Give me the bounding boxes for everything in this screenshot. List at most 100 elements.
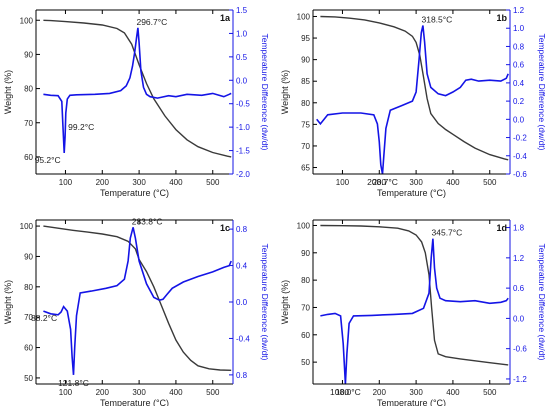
y-left-tick-label: 90 bbox=[24, 50, 33, 59]
x-tick-label: 300 bbox=[132, 388, 146, 397]
chart-panel-1d: 100 200 300 400 500 50 60 70 80 90 100 -1.2 -0.6 0.0 0… bbox=[280, 219, 547, 406]
x-tick-label: 500 bbox=[206, 388, 220, 397]
chart-panel-1b: 100 200 300 400 500 65 70 75 80 85 90 95 100 -0.6 -0.4… bbox=[280, 6, 547, 198]
y-left-tick-label: 90 bbox=[301, 56, 310, 65]
y-right-axis-title: Temperature Difference (dw/dt) bbox=[537, 243, 547, 360]
y-right-tick-label: 1.5 bbox=[236, 6, 248, 15]
y-left-tick-label: 60 bbox=[301, 331, 310, 340]
y-right-tick-label: 1.0 bbox=[513, 24, 525, 33]
y-left-tick-label: 70 bbox=[24, 119, 33, 128]
panel-label: 1b bbox=[496, 13, 507, 23]
x-tick-label: 500 bbox=[483, 178, 497, 187]
y-left-tick-label: 100 bbox=[20, 222, 34, 231]
y-right-tick-label: 1.2 bbox=[513, 254, 525, 263]
x-tick-label: 100 bbox=[59, 178, 73, 187]
y-right-tick-label: -0.4 bbox=[513, 152, 527, 161]
x-tick-label: 100 bbox=[336, 178, 350, 187]
x-axis-title: Temperature (°C) bbox=[100, 398, 169, 406]
y-right-tick-label: 0.0 bbox=[236, 298, 248, 307]
y-left-tick-label: 70 bbox=[301, 303, 310, 312]
peak-annotation: 108.0°C bbox=[330, 387, 361, 397]
x-tick-label: 300 bbox=[409, 178, 423, 187]
peak-annotation: 345.7°C bbox=[432, 228, 463, 238]
y-right-tick-label: 0.4 bbox=[236, 262, 248, 271]
y-left-tick-label: 95 bbox=[301, 34, 310, 43]
y-right-axis-title: Temperature Difference (dw/dt) bbox=[537, 33, 547, 150]
y-right-tick-label: -1.2 bbox=[513, 375, 527, 384]
x-tick-label: 400 bbox=[169, 388, 183, 397]
y-right-tick-label: -0.4 bbox=[236, 334, 250, 343]
y-left-tick-label: 65 bbox=[301, 164, 310, 173]
y-right-axis-title: Temperature Difference (dw/dt) bbox=[260, 33, 270, 150]
y-left-tick-label: 50 bbox=[301, 358, 310, 367]
panel-label: 1a bbox=[220, 13, 231, 23]
chart-panel-1c: 100 200 300 400 500 50 60 70 80 90 100 0.8 -0.4 0.0 0.… bbox=[3, 216, 270, 406]
y-left-tick-label: 80 bbox=[24, 85, 33, 94]
peak-annotation: 95.2°C bbox=[35, 155, 61, 165]
y-right-tick-label: 0.8 bbox=[236, 225, 248, 234]
panel-label: 1d bbox=[496, 223, 507, 233]
y-right-tick-label: 0.0 bbox=[236, 76, 248, 85]
y-right-tick-label: 0.5 bbox=[236, 53, 248, 62]
y-left-tick-label: 100 bbox=[20, 16, 34, 25]
peak-annotation: 99.2°C bbox=[68, 122, 94, 132]
y-left-axis-title: Weight (%) bbox=[280, 280, 290, 324]
y-left-tick-label: 90 bbox=[301, 249, 310, 258]
y-right-tick-label: 0.4 bbox=[513, 79, 525, 88]
weight-series-line bbox=[320, 15, 509, 161]
dta-series-line bbox=[320, 238, 509, 384]
y-left-tick-label: 85 bbox=[301, 77, 310, 86]
weight-series-line bbox=[43, 225, 232, 371]
dta-series-line bbox=[316, 25, 509, 174]
peak-annotation: 296.7°C bbox=[136, 17, 167, 27]
y-right-tick-label: 0.8 bbox=[236, 371, 248, 380]
x-tick-label: 300 bbox=[409, 388, 423, 397]
peak-annotation: 318.5°C bbox=[422, 14, 453, 24]
dta-series-line bbox=[43, 27, 232, 153]
dta-series-line bbox=[43, 227, 232, 375]
y-left-tick-label: 75 bbox=[301, 120, 310, 129]
y-right-tick-label: 0.2 bbox=[513, 97, 525, 106]
y-right-tick-label: 1.8 bbox=[513, 224, 525, 233]
y-right-tick-label: 0.6 bbox=[513, 284, 525, 293]
y-left-tick-label: 80 bbox=[301, 99, 310, 108]
x-tick-label: 200 bbox=[373, 178, 387, 187]
y-right-tick-label: 0.8 bbox=[513, 42, 525, 51]
weight-series-line bbox=[320, 224, 509, 366]
y-right-tick-label: 1.2 bbox=[513, 6, 525, 15]
y-right-tick-label: 1.0 bbox=[236, 29, 248, 38]
y-left-tick-label: 90 bbox=[24, 252, 33, 261]
y-right-tick-label: 0.0 bbox=[513, 314, 525, 323]
peak-annotation: 88.2°C bbox=[31, 313, 57, 323]
y-right-tick-label: -0.6 bbox=[513, 345, 527, 354]
y-left-tick-label: 80 bbox=[301, 276, 310, 285]
y-right-tick-label: 0.6 bbox=[513, 61, 525, 70]
y-left-tick-label: 60 bbox=[24, 153, 33, 162]
peak-annotation: 283.8°C bbox=[132, 216, 163, 226]
y-left-tick-label: 80 bbox=[24, 283, 33, 292]
x-tick-label: 200 bbox=[96, 178, 110, 187]
y-left-axis-title: Weight (%) bbox=[280, 70, 290, 114]
y-left-axis-title: Weight (%) bbox=[3, 70, 13, 114]
y-left-tick-label: 50 bbox=[24, 374, 33, 383]
x-tick-label: 200 bbox=[96, 388, 110, 397]
x-tick-label: 400 bbox=[446, 388, 460, 397]
y-right-tick-label: -2.0 bbox=[236, 170, 250, 179]
chart-panel-1a: 100 200 300 400 500 60 70 80 90 100 -2.0 -1.5 -1.0 -0… bbox=[3, 6, 270, 198]
x-tick-label: 400 bbox=[446, 178, 460, 187]
y-right-tick-label: -0.2 bbox=[513, 134, 527, 143]
y-left-tick-label: 100 bbox=[297, 12, 311, 21]
y-left-axis-title: Weight (%) bbox=[3, 280, 13, 324]
x-tick-label: 500 bbox=[206, 178, 220, 187]
y-left-tick-label: 70 bbox=[301, 142, 310, 151]
y-left-tick-label: 60 bbox=[24, 344, 33, 353]
x-tick-label: 200 bbox=[373, 388, 387, 397]
x-axis-title: Temperature (°C) bbox=[377, 188, 446, 198]
y-right-tick-label: -0.6 bbox=[513, 170, 527, 179]
x-tick-label: 500 bbox=[483, 388, 497, 397]
y-right-tick-label: -1.5 bbox=[236, 147, 250, 156]
x-tick-label: 400 bbox=[169, 178, 183, 187]
x-axis-title: Temperature (°C) bbox=[377, 398, 446, 406]
y-right-tick-label: -1.0 bbox=[236, 123, 250, 132]
